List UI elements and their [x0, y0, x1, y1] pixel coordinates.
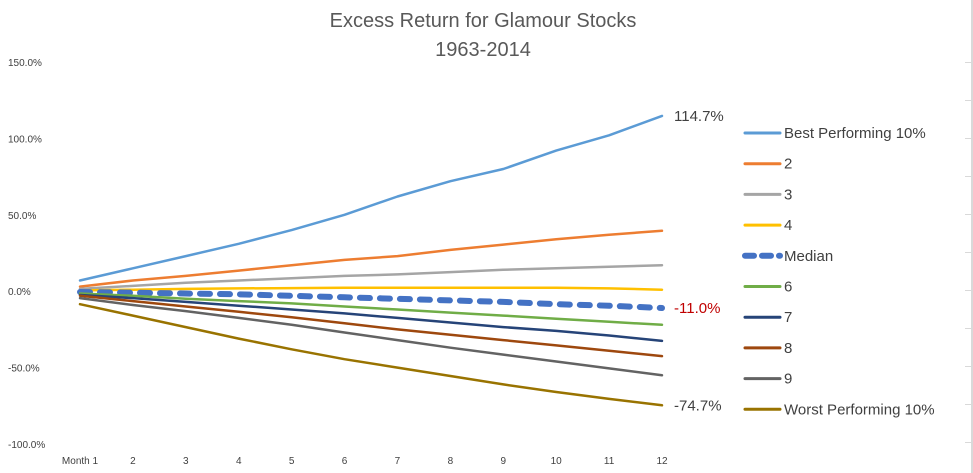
end-value-label: 114.7%: [674, 108, 724, 125]
legend-item[interactable]: Worst Performing 10%: [743, 401, 935, 418]
legend-label: Median: [784, 248, 833, 265]
x-tick-label: 8: [448, 456, 454, 467]
legend-label: 7: [784, 309, 792, 326]
x-tick-label: Month 1: [62, 456, 99, 467]
legend-item[interactable]: 2: [743, 156, 792, 173]
x-tick-label: 5: [289, 456, 295, 467]
legend-label: 4: [784, 217, 792, 234]
series-line: [78, 293, 664, 343]
legend-item[interactable]: 9: [743, 371, 792, 388]
x-tick-label: 4: [236, 456, 242, 467]
legend-label: Worst Performing 10%: [784, 401, 935, 418]
end-value-label: -11.0%: [674, 300, 720, 317]
legend-item[interactable]: 8: [743, 340, 792, 357]
legend-label: 8: [784, 340, 792, 357]
legend-item[interactable]: 6: [743, 279, 792, 296]
legend-item[interactable]: Best Performing 10%: [743, 125, 926, 142]
end-value-label: -74.7%: [674, 397, 722, 414]
legend-item[interactable]: 4: [743, 217, 792, 234]
series-line: [78, 292, 664, 327]
series-line: [78, 263, 664, 291]
edge-tick-mark: [965, 252, 973, 253]
legend[interactable]: Best Performing 10% 2 3 4 Median 6 7 8 9 Worst Pe…: [742, 125, 935, 418]
series-line: [77, 289, 665, 311]
legend-item[interactable]: 7: [743, 309, 792, 326]
edge-tick-mark: [965, 62, 973, 63]
legend-label: 9: [784, 371, 792, 388]
y-axis-tick-labels: 150.0% 100.0% 50.0% 0.0% -50.0% -100.0%: [8, 58, 45, 451]
y-tick-label: 50.0%: [8, 211, 36, 222]
chart-subtitle-text: 1963-2014: [435, 39, 531, 61]
window-right-edge: [971, 0, 973, 473]
y-tick-label: -50.0%: [8, 364, 40, 375]
x-tick-label: 10: [551, 456, 563, 467]
legend-item[interactable]: Median: [742, 248, 833, 265]
y-tick-label: 0.0%: [8, 287, 31, 298]
edge-tick-mark: [965, 100, 973, 101]
y-tick-label: 150.0%: [8, 58, 42, 69]
chart-title-text: Excess Return for Glamour Stocks: [330, 10, 637, 32]
x-tick-label: 11: [604, 456, 615, 467]
end-labels: 114.7% -11.0% -74.7%: [674, 108, 724, 414]
edge-tick-mark: [965, 214, 973, 215]
series-line: [78, 294, 664, 358]
x-tick-label: 12: [656, 456, 668, 467]
x-tick-label: 7: [395, 456, 401, 467]
legend-label: 3: [784, 186, 792, 203]
x-axis-tick-labels: Month 1 2 3 4 5 6 7 8 9 10 11 12: [62, 456, 668, 467]
edge-tick-mark: [965, 366, 973, 367]
edge-tick-mark: [965, 442, 973, 443]
x-tick-label: 9: [500, 456, 506, 467]
x-tick-label: 6: [342, 456, 348, 467]
x-tick-label: 3: [183, 456, 189, 467]
edge-tick-mark: [965, 328, 973, 329]
series-line: [78, 229, 664, 288]
edge-tick-mark: [965, 290, 973, 291]
edge-tick-mark: [965, 138, 973, 139]
edge-tick-mark: [965, 176, 973, 177]
y-tick-label: 100.0%: [8, 134, 42, 145]
legend-label: Best Performing 10%: [784, 125, 926, 142]
series-line: [78, 286, 664, 292]
edge-tick-mark: [965, 404, 973, 405]
legend-label: 6: [784, 279, 792, 296]
series-lines: [77, 114, 665, 407]
y-tick-label: -100.0%: [8, 440, 45, 451]
legend-item[interactable]: 3: [743, 186, 792, 203]
legend-label: 2: [784, 156, 792, 173]
series-line: [78, 296, 664, 377]
series-line: [78, 114, 664, 282]
series-line: [78, 302, 664, 407]
x-tick-label: 2: [130, 456, 136, 467]
chart-title: Excess Return for Glamour Stocks 1963-20…: [330, 10, 637, 61]
